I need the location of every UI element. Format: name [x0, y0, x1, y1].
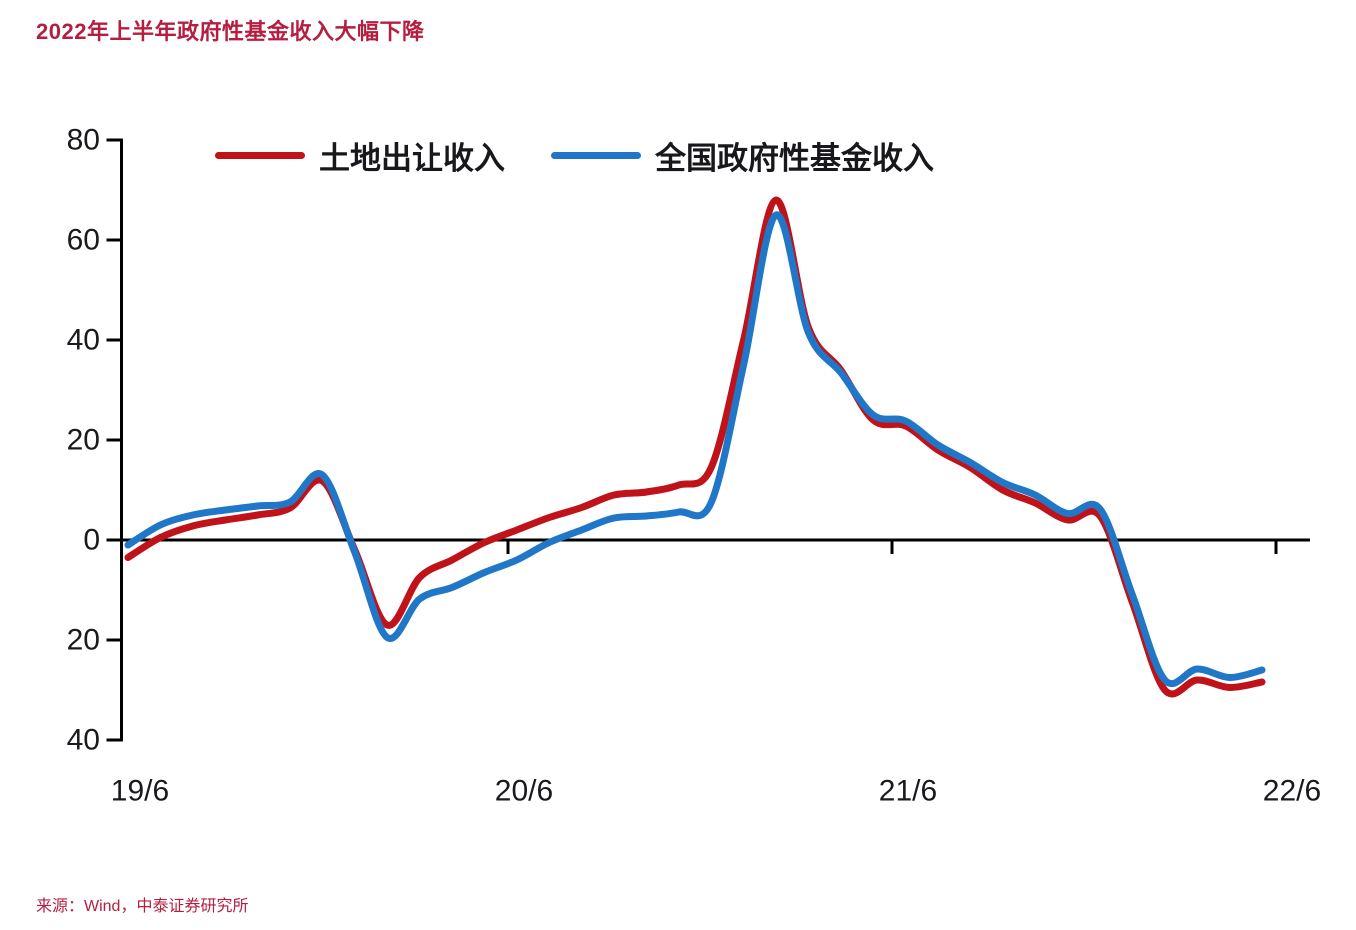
red-line-swatch-icon: [215, 152, 305, 159]
chart-title: 2022年上半年政府性基金收入大幅下降: [36, 19, 425, 44]
chart-legend: 土地出让收入 全国政府性基金收入: [215, 133, 934, 178]
svg-text:22/6: 22/6: [1263, 775, 1321, 808]
series-gov-fund-revenue-line: [124, 211, 1266, 688]
y-axis-labels: 80 60 40 20 0 20 40: [67, 124, 100, 757]
series-land-sale-revenue-line: [124, 196, 1266, 698]
legend-item-land-sale: 土地出让收入: [215, 133, 505, 178]
svg-text:21/6: 21/6: [879, 775, 937, 808]
svg-text:19/6: 19/6: [111, 775, 169, 808]
x-axis-labels: 19/6 20/6 21/6 22/6: [111, 775, 1321, 808]
svg-text:40: 40: [67, 724, 100, 757]
source-note: 来源：Wind，中泰证券研究所: [36, 898, 249, 915]
svg-text:80: 80: [67, 124, 100, 157]
legend-label: 全国政府性基金收入: [655, 141, 934, 177]
svg-text:0: 0: [83, 524, 100, 557]
legend-label: 土地出让收入: [319, 141, 505, 177]
legend-item-gov-fund: 全国政府性基金收入: [551, 133, 934, 178]
svg-text:20/6: 20/6: [495, 775, 553, 808]
svg-text:20: 20: [67, 424, 100, 457]
svg-text:20: 20: [67, 624, 100, 657]
x-axis-ticks: [506, 540, 1278, 554]
y-axis-ticks: [106, 138, 122, 742]
svg-text:60: 60: [67, 224, 100, 257]
blue-line-swatch-icon: [551, 152, 641, 159]
svg-text:40: 40: [67, 324, 100, 357]
